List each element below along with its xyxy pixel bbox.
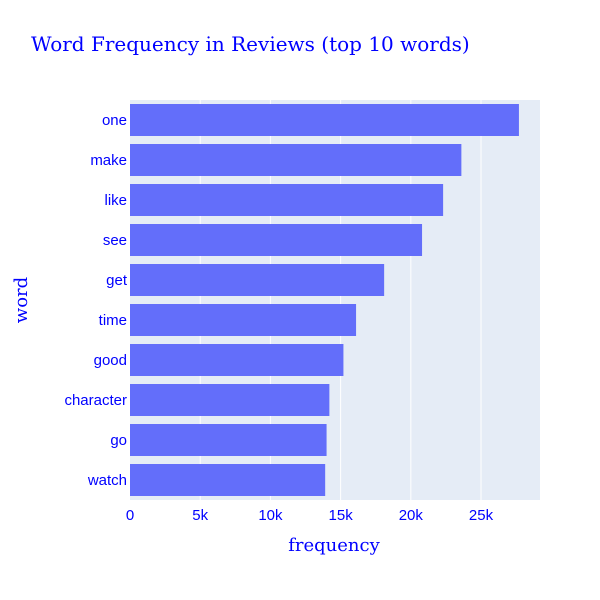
bar-make[interactable] <box>130 144 462 176</box>
bar-one[interactable] <box>130 104 519 136</box>
bar-see[interactable] <box>130 224 423 256</box>
bar-watch[interactable] <box>130 464 326 496</box>
x-tick-label: 15k <box>329 507 354 524</box>
x-tick-label: 0 <box>126 507 134 524</box>
y-tick-label: character <box>64 392 127 409</box>
bar-like[interactable] <box>130 184 444 216</box>
bar-time[interactable] <box>130 304 357 336</box>
chart-title: Word Frequency in Reviews (top 10 words) <box>31 32 470 56</box>
y-tick-label: time <box>99 312 127 329</box>
bar-get[interactable] <box>130 264 385 296</box>
x-tick-label: 25k <box>469 507 494 524</box>
x-tick-labels: 0 5k 10k 15k 20k 25k <box>126 507 494 524</box>
y-axis-title: word <box>11 277 32 323</box>
y-tick-label: make <box>90 152 127 169</box>
y-tick-label: good <box>94 352 127 369</box>
y-tick-labels: one make like see get time good character go watc… <box>64 112 127 489</box>
x-tick-label: 20k <box>399 507 424 524</box>
bar-go[interactable] <box>130 424 327 456</box>
y-tick-label: get <box>106 272 128 289</box>
y-tick-label: see <box>103 232 127 249</box>
y-tick-label: watch <box>87 472 127 489</box>
y-tick-label: go <box>110 432 127 449</box>
bar-character[interactable] <box>130 384 330 416</box>
x-axis-title: frequency <box>288 535 380 556</box>
x-tick-label: 5k <box>192 507 208 524</box>
y-tick-label: like <box>104 192 127 209</box>
bar-good[interactable] <box>130 344 344 376</box>
x-tick-label: 10k <box>258 507 283 524</box>
y-tick-label: one <box>102 112 127 129</box>
bars <box>130 104 519 496</box>
